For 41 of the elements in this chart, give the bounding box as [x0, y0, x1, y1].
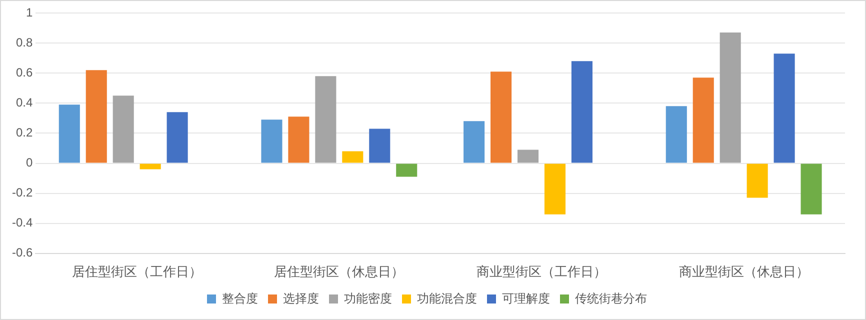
bar [86, 70, 107, 163]
bar [396, 164, 418, 177]
bar [315, 76, 336, 163]
x-tick-label: 商业型街区（工作日） [476, 264, 607, 279]
y-tick-label: 0.4 [16, 95, 33, 110]
y-tick-label: -0.4 [12, 216, 33, 230]
legend-label: 可理解度 [502, 291, 550, 306]
bar [666, 106, 687, 163]
legend-label: 功能混合度 [417, 291, 477, 306]
bar [166, 112, 188, 163]
y-tick-label: 0.8 [16, 35, 33, 50]
y-tick-label: 0.2 [16, 126, 33, 140]
legend-label: 整合度 [222, 291, 258, 306]
bar [774, 54, 795, 163]
y-tick-label: 1 [26, 5, 33, 20]
bar [746, 164, 768, 198]
bar [517, 150, 539, 163]
x-tick-label: 居住型街区（工作日） [72, 264, 202, 279]
bar [720, 32, 741, 163]
legend-label: 选择度 [283, 291, 319, 306]
x-tick-label: 居住型街区（休息日） [274, 264, 404, 279]
legend-label: 传统街巷分布 [575, 291, 647, 306]
bar [342, 151, 364, 163]
y-tick-label: 0 [26, 156, 33, 170]
bar [112, 96, 134, 163]
y-tick-label: -0.2 [12, 186, 33, 200]
x-tick-label: 商业型街区（休息日） [678, 264, 809, 279]
bar [369, 128, 390, 163]
bar [571, 61, 592, 163]
bar [800, 164, 822, 214]
bar [140, 164, 161, 170]
bar [288, 116, 310, 163]
bar [464, 121, 485, 163]
bar [58, 104, 80, 163]
legend-label: 功能密度 [344, 291, 392, 306]
bar [261, 120, 282, 163]
y-tick-label: 0.6 [16, 65, 33, 80]
bar [692, 78, 714, 163]
bar [544, 164, 566, 214]
y-tick-label: -0.6 [12, 246, 33, 260]
bar [490, 72, 512, 163]
